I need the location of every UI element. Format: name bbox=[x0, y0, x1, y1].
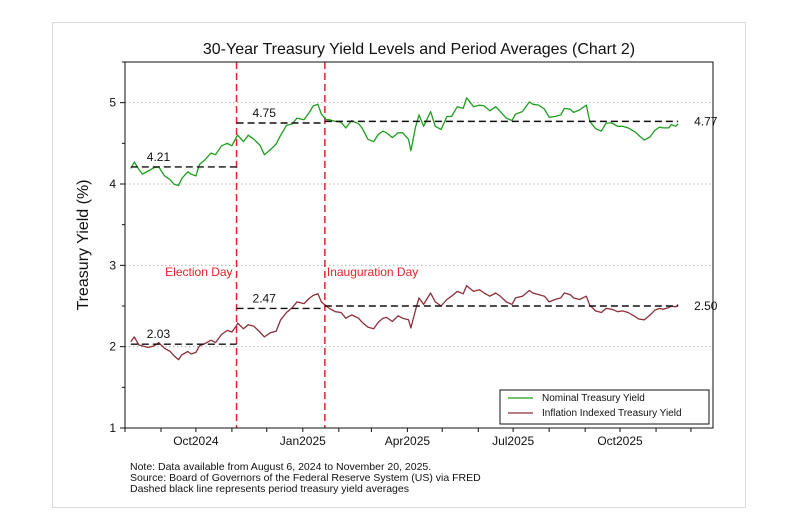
legend-entry-inflation-indexed: Inflation Indexed Treasury Yield bbox=[542, 408, 682, 419]
period-average-label: 4.77 bbox=[694, 114, 718, 128]
y-tick-label: 3 bbox=[109, 258, 116, 272]
y-axis-label: Treasury Yield (%) bbox=[75, 180, 92, 311]
grid bbox=[125, 102, 713, 348]
period-average-label: 2.50 bbox=[694, 299, 718, 313]
inauguration-day-label: Inauguration Day bbox=[327, 265, 418, 279]
legend-box bbox=[499, 389, 710, 425]
y-tick-label: 1 bbox=[109, 421, 116, 435]
x-tick-label: Jan2025 bbox=[280, 434, 326, 448]
average-lines: 4.21 4.75 4.77 2.03 2.47 2.50 bbox=[130, 106, 718, 345]
y-tick-label: 2 bbox=[109, 340, 116, 354]
chart-title: 30-Year Treasury Yield Levels and Period… bbox=[203, 41, 635, 58]
event-lines: Election Day Inauguration Day bbox=[165, 62, 418, 428]
x-tick-label: Oct2024 bbox=[173, 434, 219, 448]
period-average-label: 2.03 bbox=[147, 327, 171, 341]
x-tick-label: Apr2025 bbox=[385, 434, 431, 448]
note-dashed-line: Dashed black line represents period trea… bbox=[130, 483, 409, 495]
period-average-label: 2.47 bbox=[253, 291, 277, 305]
legend-entry-nominal: Nominal Treasury Yield bbox=[542, 393, 645, 404]
period-average-label: 4.75 bbox=[253, 106, 277, 120]
note-source: Source: Board of Governors of the Federa… bbox=[130, 472, 481, 484]
x-tick-label: Oct2025 bbox=[597, 434, 643, 448]
y-tick-label: 5 bbox=[109, 96, 116, 110]
x-tick-label: Jul2025 bbox=[492, 434, 534, 448]
plot-border bbox=[124, 61, 714, 429]
note-data-range: Note: Data available from August 6, 2024… bbox=[130, 461, 432, 473]
election-day-label: Election Day bbox=[165, 265, 232, 279]
period-average-label: 4.21 bbox=[147, 150, 171, 164]
y-tick-label: 4 bbox=[109, 177, 116, 191]
axes: 1 2 3 4 5 Oct2024 Jan2025 Apr2025 Jul2025 Oct2025 bbox=[109, 61, 692, 448]
series-lines bbox=[130, 97, 679, 361]
inflation-indexed-yield-line bbox=[130, 285, 679, 361]
legend: Nominal Treasury Yield Inflation Indexed… bbox=[499, 389, 710, 425]
nominal-yield-line bbox=[130, 97, 679, 187]
